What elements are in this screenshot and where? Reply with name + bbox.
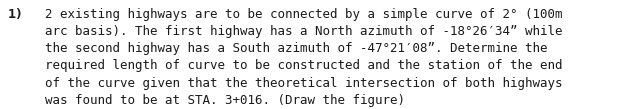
Text: 1): 1) [8, 8, 23, 21]
Text: 2 existing highways are to be connected by a simple curve of 2° (100m: 2 existing highways are to be connected … [45, 8, 563, 21]
Text: required length of curve to be constructed and the station of the end: required length of curve to be construct… [45, 59, 563, 72]
Text: of the curve given that the theoretical intersection of both highways: of the curve given that the theoretical … [45, 77, 563, 89]
Text: arc basis). The first highway has a North azimuth of -18°26′34” while: arc basis). The first highway has a Nort… [45, 25, 563, 38]
Text: the second highway has a South azimuth of -47°21′08”. Determine the: the second highway has a South azimuth o… [45, 42, 548, 55]
Text: was found to be at STA. 3+016. (Draw the figure): was found to be at STA. 3+016. (Draw the… [45, 94, 406, 107]
